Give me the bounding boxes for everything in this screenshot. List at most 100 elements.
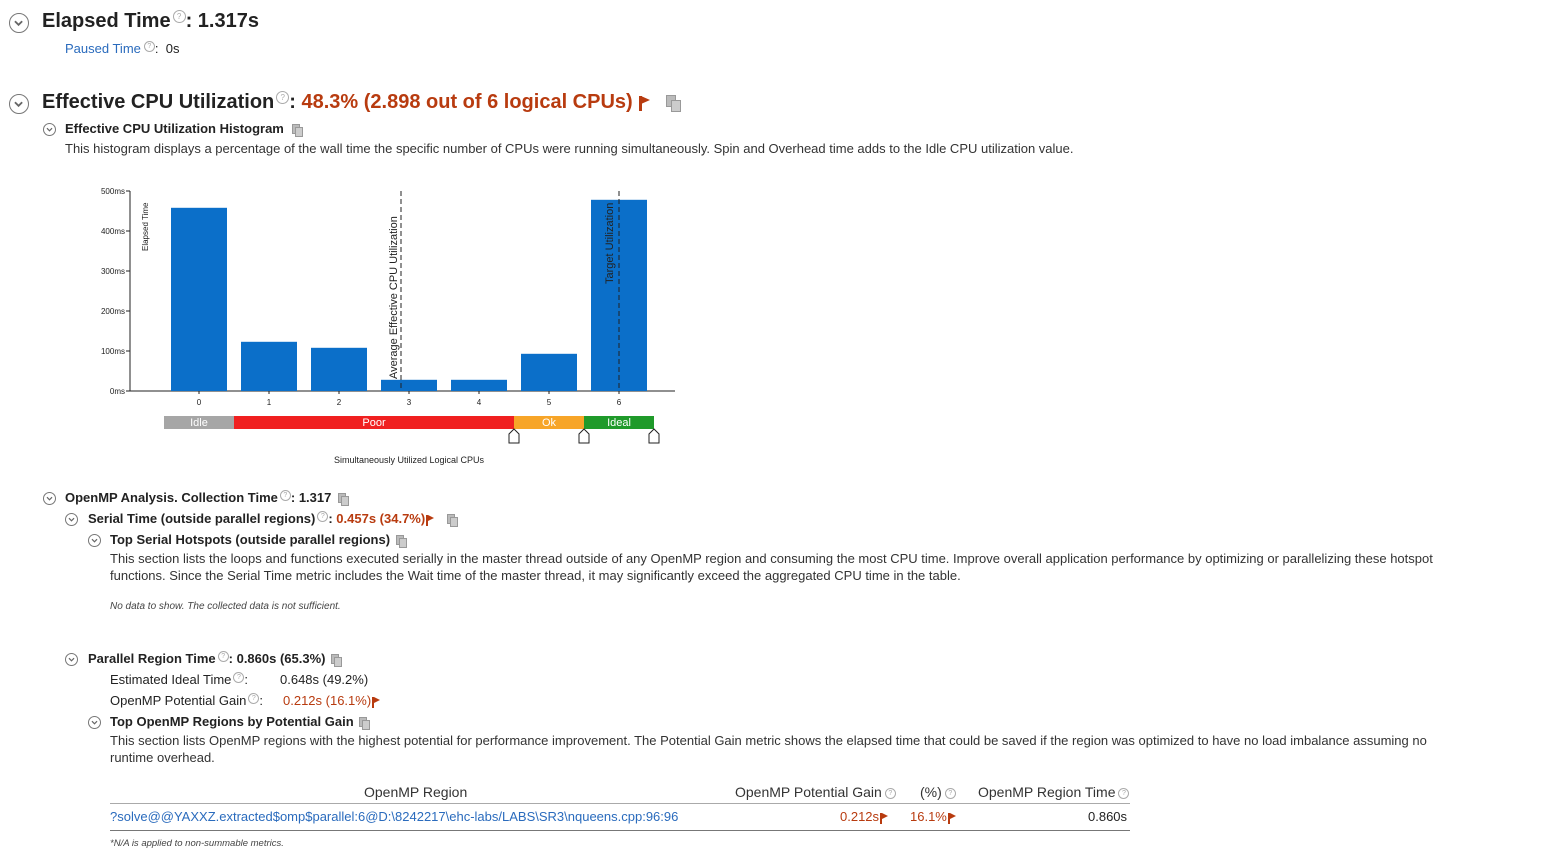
histogram-bar (241, 341, 297, 391)
chevron-down-icon (14, 101, 23, 108)
help-icon[interactable]: ? (233, 672, 245, 683)
y-tick-label: 100ms (101, 347, 125, 356)
openmp-regions-description-1: This section lists OpenMP regions with t… (110, 733, 1427, 748)
chevron-down-icon (91, 538, 98, 543)
collapse-histogram-toggle[interactable] (43, 123, 56, 136)
help-icon[interactable]: ? (172, 10, 186, 23)
copy-icon[interactable] (359, 717, 371, 731)
copy-icon[interactable] (331, 654, 343, 668)
histogram-title-row: Effective CPU Utilization Histogram (65, 121, 303, 138)
row-pct-cell: 16.1% (910, 809, 957, 824)
row-time-value: 0.860s (1088, 809, 1128, 824)
x-tick-label: 5 (547, 398, 552, 407)
x-tick-label: 1 (267, 398, 272, 407)
band-ideal (584, 416, 654, 429)
copy-icon[interactable] (291, 124, 303, 138)
serial-hotspots-no-data: No data to show. The collected data is n… (110, 601, 341, 612)
openmp-analysis-label: OpenMP Analysis. Collection Time (65, 490, 278, 505)
openmp-regions-description-2: runtime overhead. (110, 750, 215, 765)
target-utilization-label: Target Utilization (604, 203, 616, 284)
estimated-ideal-time-value: 0.648s (49.2%) (280, 672, 369, 687)
band-poor-label: Poor (362, 417, 386, 429)
y-tick-label: 300ms (101, 267, 125, 276)
chevron-down-icon (68, 517, 75, 522)
paused-time-label[interactable]: Paused Time (65, 41, 141, 56)
band-ok-label: Ok (542, 417, 557, 429)
column-header-gain: OpenMP Potential Gain (735, 784, 882, 800)
openmp-potential-gain-value-row: 0.212s (16.1%) (283, 693, 381, 708)
elapsed-time-value: 1.317s (197, 10, 259, 32)
chevron-down-icon (46, 127, 53, 132)
help-icon[interactable]: ? (1118, 787, 1130, 799)
serial-time-label: Serial Time (outside parallel regions) (88, 511, 316, 526)
copy-icon[interactable] (395, 535, 407, 549)
flag-icon (879, 812, 889, 824)
cpu-histogram-chart: 0ms 100ms 200ms 300ms 400ms 500ms Elapsed Time… (101, 187, 675, 465)
histogram-bar (311, 347, 367, 391)
help-icon[interactable]: ? (884, 787, 896, 799)
chevron-down-icon (14, 20, 23, 27)
band-idle-label: Idle (190, 417, 208, 429)
table-header-divider (110, 803, 1130, 804)
histogram-title: Effective CPU Utilization Histogram (65, 121, 284, 136)
copy-icon[interactable] (338, 493, 349, 507)
row-gain-cell: 0.212s (840, 809, 889, 824)
estimated-ideal-time-row: Estimated Ideal Time?: (110, 672, 249, 687)
row-pct-value: 16.1% (910, 809, 947, 824)
openmp-regions-title-row: Top OpenMP Regions by Potential Gain (110, 714, 371, 731)
copy-icon[interactable] (665, 95, 681, 113)
average-utilization-label: Average Effective CPU Utilization (388, 216, 400, 379)
y-tick-label: 0ms (110, 387, 125, 396)
collapse-openmp-toggle[interactable] (43, 492, 56, 505)
help-icon[interactable]: ? (217, 651, 229, 662)
flag-icon (425, 514, 435, 526)
help-icon[interactable]: ? (279, 490, 291, 501)
cpu-utilization-heading: Effective CPU Utilization?: 48.3% (2.898… (42, 91, 681, 114)
estimated-ideal-time-label: Estimated Ideal Time (110, 672, 232, 687)
region-link[interactable]: ?solve@@YAXXZ.extracted$omp$parallel:6@D… (110, 809, 679, 824)
column-header-gain-row[interactable]: OpenMP Potential Gain? (735, 784, 896, 800)
band-idle (164, 416, 234, 429)
collapse-cpu-toggle[interactable] (9, 94, 29, 114)
y-tick-label: 400ms (101, 227, 125, 236)
cpu-utilization-label: Effective CPU Utilization (42, 91, 275, 113)
histogram-bar (381, 379, 437, 391)
column-header-time-row[interactable]: OpenMP Region Time? (978, 784, 1130, 800)
flag-icon (638, 95, 652, 111)
collapse-elapsed-toggle[interactable] (9, 13, 29, 33)
chevron-down-icon (68, 657, 75, 662)
x-tick-label: 0 (197, 398, 202, 407)
histogram-description: This histogram displays a percentage of … (65, 141, 1074, 156)
collapse-parallel-toggle[interactable] (65, 653, 78, 666)
help-icon[interactable]: ? (276, 91, 290, 104)
flag-icon (371, 696, 381, 708)
x-axis-title: Simultaneously Utilized Logical CPUs (334, 455, 485, 465)
elapsed-time-heading: Elapsed Time?: 1.317s (42, 10, 259, 32)
openmp-potential-gain-row: OpenMP Potential Gain?: (110, 693, 263, 708)
openmp-potential-gain-label: OpenMP Potential Gain (110, 693, 247, 708)
copy-icon[interactable] (446, 514, 458, 528)
table-footnote: *N/A is applied to non-summable metrics. (110, 838, 284, 849)
x-tick-label: 3 (407, 398, 412, 407)
serial-time-value: 0.457s (34.7%) (336, 511, 426, 526)
histogram-bar (521, 353, 577, 391)
column-header-region[interactable]: OpenMP Region (364, 784, 468, 800)
collapse-serial-toggle[interactable] (65, 513, 78, 526)
collapse-hotspots-toggle[interactable] (88, 534, 101, 547)
column-header-pct: (%) (920, 784, 942, 800)
help-icon[interactable]: ? (143, 41, 155, 52)
band-poor (234, 416, 514, 429)
x-tick-label: 6 (617, 398, 622, 407)
cpu-utilization-value: 48.3% (2.898 out of 6 logical CPUs) (301, 91, 633, 113)
help-icon[interactable]: ? (248, 693, 260, 704)
column-header-pct-row[interactable]: (%)? (920, 784, 956, 800)
serial-hotspots-title-row: Top Serial Hotspots (outside parallel re… (110, 532, 407, 549)
chevron-down-icon (46, 496, 53, 501)
histogram-bar (451, 379, 507, 391)
help-icon[interactable]: ? (317, 511, 329, 522)
band-ok (514, 416, 584, 429)
elapsed-time-label: Elapsed Time (42, 10, 171, 32)
collapse-regions-toggle[interactable] (88, 716, 101, 729)
help-icon[interactable]: ? (944, 787, 956, 799)
parallel-region-value: 0.860s (65.3%) (236, 651, 326, 666)
